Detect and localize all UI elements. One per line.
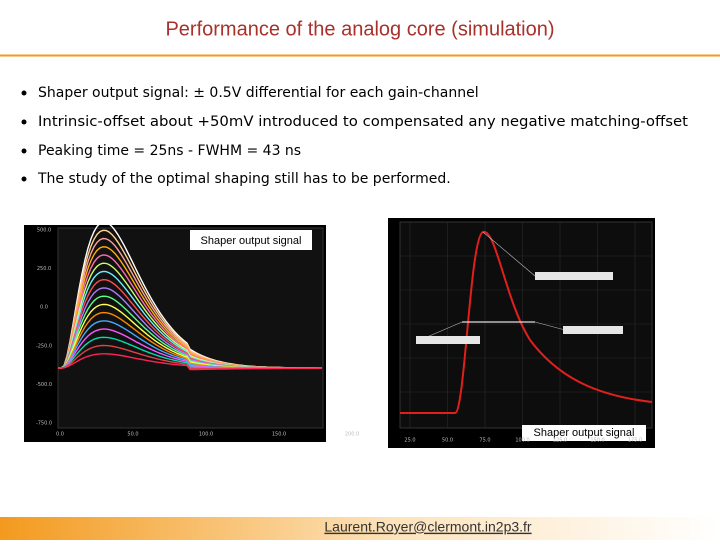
bullet-dot xyxy=(21,148,27,154)
x-tick-label: 25.0 xyxy=(404,438,415,444)
leader xyxy=(482,231,536,277)
x-tick-label: 175.0 xyxy=(628,438,642,444)
bullet-dot xyxy=(21,176,27,182)
x-tick-label: 50.0 xyxy=(442,438,453,444)
grid xyxy=(400,222,652,428)
plot-left-area xyxy=(57,227,324,429)
x-tick-label: 0.0 xyxy=(56,432,64,438)
y-tick-label: 0.0 xyxy=(40,305,48,311)
bullet-dot xyxy=(21,90,27,96)
caption: Shaper output signal xyxy=(534,427,635,439)
leader xyxy=(534,321,566,331)
bullet: Peaking time = 25ns - FWHM = 43 ns xyxy=(38,143,301,159)
x-tick-label: 100.0 xyxy=(515,438,529,444)
bullet: Shaper output signal: ± 0.5V differentia… xyxy=(38,85,479,101)
bullet-list: Shaper output signal: ± 0.5V differentia… xyxy=(21,85,689,187)
x-tick-label: 200.0 xyxy=(345,432,359,438)
y-tick-label: 500.0 xyxy=(37,228,51,234)
title: Performance of the analog core (simulati… xyxy=(165,18,554,40)
marker-label xyxy=(535,272,613,280)
footer-bar xyxy=(0,517,720,540)
title-bar xyxy=(0,0,720,55)
x-tick-label: 100.0 xyxy=(199,432,213,438)
y-tick-label: -750.0 xyxy=(36,421,52,427)
caption-box xyxy=(522,425,646,441)
y-tick-label: 250.0 xyxy=(37,266,51,272)
x-ticks: 25.0 50.0 75.0 100.0 125.0 150.0 175.0 xyxy=(404,438,642,444)
x-tick-label: 150.0 xyxy=(590,438,604,444)
bullet: Intrinsic-offset about +50mV introduced … xyxy=(38,114,689,130)
pulse-curve xyxy=(58,353,323,371)
x-tick-label: 150.0 xyxy=(272,432,286,438)
y-tick-label: -500.0 xyxy=(36,382,52,388)
y-tick-label: -250.0 xyxy=(36,343,52,349)
x-ticks: 0.0 50.0 100.0 150.0 200.0 xyxy=(56,432,359,438)
footer-email: Laurent.Royer@clermont.in2p3.fr xyxy=(324,519,532,535)
caption: Shaper output signal xyxy=(201,235,302,247)
y-ticks: 500.0 250.0 0.0 -250.0 -500.0 -750.0 xyxy=(36,228,52,427)
x-tick-label: 75.0 xyxy=(479,438,490,444)
x-tick-label: 50.0 xyxy=(127,432,138,438)
plot-right-area xyxy=(399,221,653,429)
bullet-dot xyxy=(21,119,27,125)
marker-label xyxy=(416,336,480,344)
pulse-curve xyxy=(400,231,653,414)
caption-box xyxy=(190,230,312,250)
curves xyxy=(58,221,323,371)
marker-label xyxy=(563,326,623,334)
x-tick-label: 125.0 xyxy=(553,438,567,444)
bullet: The study of the optimal shaping still h… xyxy=(37,171,451,187)
